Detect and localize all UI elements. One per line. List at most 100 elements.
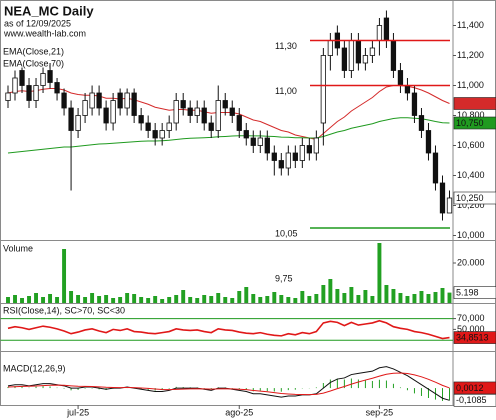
candle-body [362,55,369,64]
candle-body [306,145,312,154]
volume-bar [286,297,291,303]
candle-body [397,70,404,86]
volume-bar [419,291,424,303]
volume-bar [321,285,326,303]
volume-bar [195,298,200,303]
x-tick-label: jul-25 [66,407,89,417]
volume-bar [244,287,249,303]
y-tick-label: 20.000 [457,257,485,267]
candle-body [5,92,11,101]
candle-body [271,152,277,161]
candle-body [425,130,432,154]
volume-bar [307,296,312,303]
candle-body [33,85,39,101]
volume-bar [181,290,186,303]
volume-bar [41,297,46,303]
y-tick-label: 11,200 [457,50,484,60]
line [7,85,450,141]
volume-bar [440,288,445,303]
candle-body [285,152,291,169]
pane-title: RSI(Close,14), SC>70, SC<30 [3,305,125,315]
candle-body [159,130,165,139]
candle-body [411,92,418,116]
candle-body [117,92,123,109]
volume-bar [139,297,144,303]
candle-body [320,55,326,124]
value-tag-label: 0,0012 [456,383,484,393]
pane-marks [5,10,453,229]
candle-body [208,122,214,131]
candle-body [404,85,411,94]
candle-body [376,25,383,41]
candle-body [327,40,334,56]
labels: NEA_MC Daily as of 12/09/2025 www.wealth… [3,3,125,373]
value-tag [453,394,496,407]
value-tag [453,97,496,110]
candle-body [418,115,425,131]
source: www.wealth-lab.com [3,28,86,38]
volume-bar [412,294,417,303]
candle-body [292,152,298,161]
volume-bar [34,293,38,303]
volume-bar [209,296,214,303]
line [7,372,450,396]
volume-bar [69,291,74,303]
candle-body [82,100,88,116]
volume-bar [20,298,24,303]
candle-body [439,182,446,214]
volume-bar [370,296,375,303]
volume-bar [55,297,60,303]
volume-bar [76,295,81,303]
volume-bar [153,296,158,303]
value-tag-label: 34,8513 [456,332,489,342]
candle-body [103,107,109,124]
volume-bar [62,249,67,303]
volume-bar [300,291,305,303]
line [7,319,450,340]
x-tick-label: ago-25 [225,407,253,417]
value-tag [453,286,496,299]
volume-bar [377,243,382,303]
candle-body [131,92,137,116]
volume-bar [426,294,431,303]
value-tag-label: 10,750 [456,118,484,128]
volume-bar [118,297,123,303]
volume-bar [335,289,340,303]
value-tag [453,331,496,344]
candle-body [96,92,102,109]
macd-pane [0,351,496,406]
volume-bar [265,296,270,303]
candle-body [236,115,242,131]
y-tick-label: 50,000 [457,324,485,334]
volume-bar [356,295,361,303]
candle-body [446,197,453,214]
candle-body [348,40,355,71]
value-tag-label: 10,250 [456,193,484,203]
level-label: 10,05 [275,228,298,238]
y-tick-label: 10,800 [457,110,485,120]
candle-body [341,47,348,71]
candle-body [54,82,60,94]
candle-body [68,107,74,131]
volume-bar [223,297,228,303]
volume-bar [433,292,438,303]
volume-bar [328,279,333,303]
chart-title: NEA_MC Daily [4,3,94,18]
candle-body [250,137,256,146]
volume-bar [48,294,53,303]
volume-bar [391,289,396,303]
x-tick-label: sep-25 [366,407,394,417]
y-tick-label: 10,400 [457,170,485,180]
volume-bar [146,298,151,303]
candle-body [138,115,144,124]
candle-body [257,137,263,146]
legend-entry: EMA(Close,21) [3,46,64,56]
candle-body [243,130,249,139]
volume-bar [272,292,277,303]
candle-body [40,73,46,86]
candle-body [12,77,18,94]
volume-bar [167,297,172,303]
marks: 10,000 10,200 10,400 10,600 10,800 11,000 11,2… [0,10,496,417]
volume-bar [27,296,31,303]
volume-bar [447,292,452,303]
